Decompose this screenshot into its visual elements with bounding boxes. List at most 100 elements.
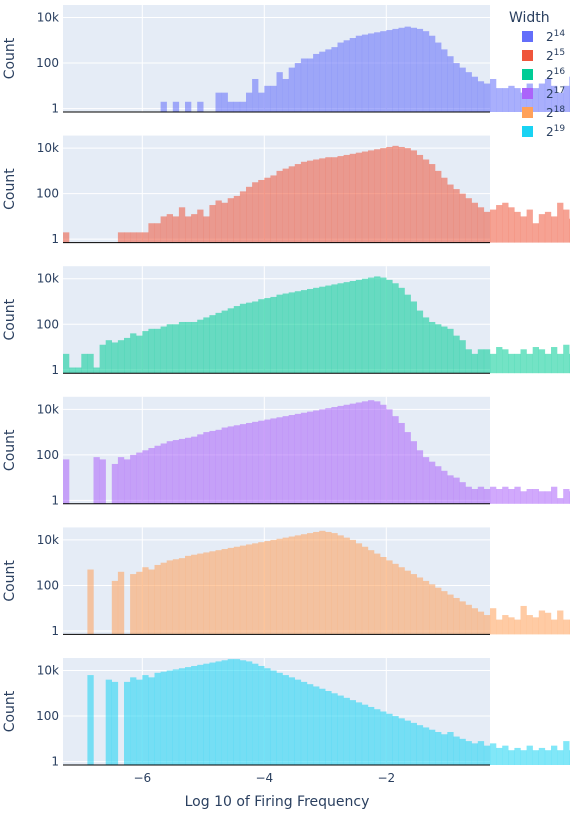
legend-item[interactable]: 217 [522,86,565,101]
histogram-bar [380,148,387,243]
histogram-bar [136,679,143,765]
histogram-bar [361,278,369,374]
histogram-bar [81,353,88,374]
histogram-bar [380,711,387,765]
histogram-bar [227,198,234,243]
histogram-bar [398,27,405,112]
histogram-bar [374,553,381,635]
histogram-bar [343,40,350,112]
histogram-bar [380,31,387,112]
histogram-bar [178,668,186,765]
histogram-bar [392,283,399,374]
histogram-bar [355,702,363,765]
histogram-bar [148,569,155,635]
histogram-bar [325,531,332,635]
histogram-bar [105,679,112,765]
histogram-bar [197,319,204,374]
histogram-bar [307,58,314,112]
histogram-bar [178,207,186,243]
histogram-bar [288,166,295,243]
histogram-bar [563,619,570,635]
histogram-bar [282,78,289,112]
histogram-bar [563,344,570,374]
legend-item[interactable]: 218 [522,105,565,120]
histogram-bar [416,450,424,504]
histogram-bar [209,430,216,504]
legend-label: 214 [546,29,565,44]
histogram-bar [483,83,491,112]
histogram-bar [288,677,295,765]
histogram-bar [172,324,180,374]
histogram-bar [270,539,277,635]
histogram-bar [166,670,173,765]
legend-item[interactable]: 214 [522,29,565,44]
histogram-bar [520,491,527,504]
histogram-bar [99,459,106,504]
histogram-bar [361,546,369,635]
histogram-bar [557,353,564,374]
histogram-bar [331,157,338,243]
histogram-bar [142,232,149,243]
histogram-bar [404,294,411,374]
histogram-bar [441,177,448,243]
histogram-bar [136,335,143,374]
histogram-bar [221,549,228,635]
histogram-bar [355,279,363,374]
histogram-bar [239,545,247,635]
legend-swatch [522,69,533,80]
y-axis-title: Count [2,298,18,340]
histogram-bar [117,232,125,243]
legend-item[interactable]: 215 [522,48,565,63]
y-tick-label: 100 [36,187,59,201]
histogram-bar [288,536,295,635]
histogram-bar [508,489,515,504]
histogram-bar [429,321,436,374]
histogram-bar [191,665,198,765]
histogram-bar [520,750,527,765]
histogram-bar [508,207,515,243]
histogram-bar [331,47,338,113]
histogram-bar [172,669,180,765]
histogram-bar [465,741,472,765]
histogram-bar [343,537,350,635]
subplot-4: 1 100 10k Count [2,396,570,507]
histogram-bar [264,177,271,243]
histogram-bar [319,286,326,374]
histogram-bar [520,92,527,112]
histogram-bar [191,214,198,243]
histogram-bar [557,610,564,635]
histogram-bar [502,745,509,765]
histogram-bar [264,419,271,504]
histogram-bar [380,277,387,374]
histogram-bar [239,191,247,243]
histogram-bar [429,35,436,113]
histogram-bar [355,35,363,113]
histogram-bar [429,729,436,765]
histogram-bar [239,424,247,504]
histogram-bar [459,340,466,374]
y-tick-label: 10k [37,664,59,678]
subplot-3: 1 100 10k Count [2,266,570,377]
histogram-bar [63,459,70,504]
legend-item[interactable]: 216 [522,67,565,82]
histogram-bar [93,457,100,504]
histogram-bar [551,347,558,374]
histogram-bar [233,101,241,112]
histogram-bar [368,400,375,504]
histogram-bar [551,85,558,112]
histogram-bar [422,159,430,243]
histogram-bar [398,146,405,243]
histogram-bar [160,671,167,765]
histogram-bar [410,27,417,112]
legend-swatch [522,88,533,99]
histogram-bar [563,489,570,504]
histogram-bar [337,283,344,374]
histogram-bar [227,101,234,112]
legend-item[interactable]: 219 [522,124,565,139]
histogram-bar [258,665,265,765]
histogram-bar [337,405,344,504]
subplot-2: 1 100 10k Count [2,135,570,246]
histogram-bar [490,78,497,112]
y-tick-label: 10k [37,11,59,25]
histogram-bar [502,202,509,243]
